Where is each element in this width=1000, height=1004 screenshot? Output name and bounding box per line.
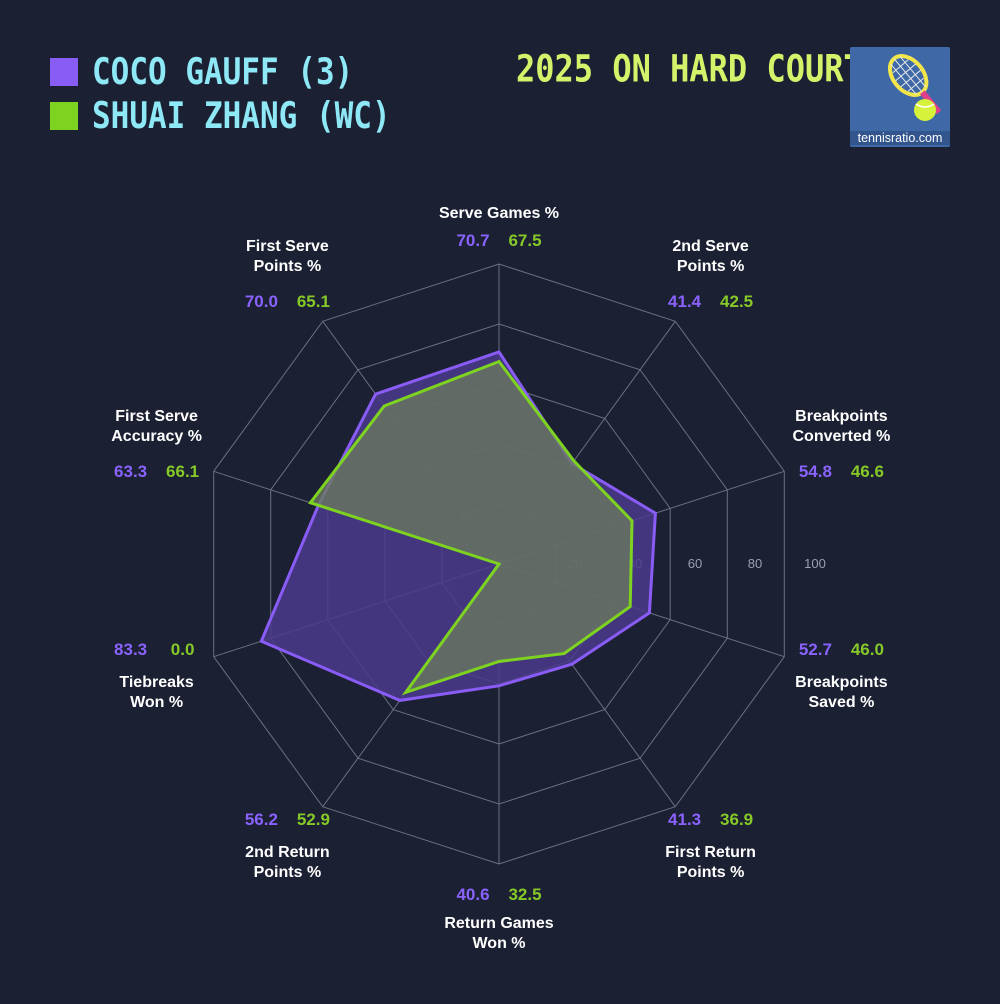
axis-label-1-line-1: Points % [677,258,745,275]
legend-label-zhang: SHUAI ZHANG (WC) [92,94,391,138]
value-label-gauff-1: 41.4 [668,292,702,311]
value-label-gauff-6: 56.2 [245,810,278,829]
value-label-zhang-0: 67.5 [508,231,541,250]
series-area-1 [307,359,634,696]
legend-item-gauff: COCO GAUFF (3) [50,50,391,94]
axis-label-5-line-0: Return Games [444,915,553,932]
axis-label-group-3: Breakpoints Saved % 52.7 46.0 [795,640,888,711]
value-label-gauff-7: 83.3 [114,640,147,659]
axis-label-group-6: 2nd Return Points % 56.2 52.9 [245,810,330,881]
value-label-zhang-7: 0.0 [171,640,195,659]
value-label-zhang-9: 65.1 [297,292,330,311]
axis-label-8-line-1: Accuracy % [111,428,202,445]
value-label-zhang-5: 32.5 [508,885,541,904]
axis-label-7-line-0: Tiebreaks [119,674,194,691]
tennis-racket-ball-icon [850,47,950,147]
legend-item-zhang: SHUAI ZHANG (WC) [50,94,391,138]
legend: COCO GAUFF (3) SHUAI ZHANG (WC) [50,50,391,138]
axis-label-1-line-0: 2nd Serve [672,238,749,255]
legend-swatch-gauff [50,58,78,86]
axis-label-6-line-1: Points % [254,864,322,881]
axis-label-group-2: Breakpoints Converted % 54.8 46.6 [793,408,891,481]
value-label-zhang-1: 42.5 [720,292,753,311]
axis-label-group-7: Tiebreaks Won % 83.3 0.0 [114,640,194,711]
logo-text: tennisratio.com [850,131,950,145]
axis-labels: Serve Games % 70.7 67.5 2nd Serve Points % 41… [111,205,890,952]
value-label-gauff-9: 70.0 [245,292,278,311]
axis-label-2-line-1: Converted % [793,428,891,445]
value-label-zhang-6: 52.9 [297,810,330,829]
value-label-gauff-4: 41.3 [668,810,701,829]
axis-label-3-line-1: Saved % [808,694,874,711]
value-label-zhang-2: 46.6 [851,462,884,481]
axis-label-0-line-0: Serve Games % [439,205,559,222]
axis-label-2-line-0: Breakpoints [795,408,888,425]
axis-label-9-line-0: First Serve [246,238,329,255]
axis-label-3-line-0: Breakpoints [795,674,888,691]
tick-label-60: 60 [688,556,702,571]
axis-label-group-1: 2nd Serve Points % 41.4 42.5 [668,238,753,311]
axis-label-group-4: First Return Points % 41.3 36.9 [665,810,756,881]
value-label-zhang-3: 46.0 [851,640,884,659]
legend-swatch-zhang [50,102,78,130]
axis-label-group-8: First Serve Accuracy % 63.3 66.1 [111,408,202,481]
value-label-gauff-5: 40.6 [456,885,489,904]
axis-label-4-line-1: Points % [677,864,745,881]
value-label-zhang-8: 66.1 [166,462,199,481]
legend-label-gauff: COCO GAUFF (3) [92,50,354,94]
value-label-gauff-8: 63.3 [114,462,147,481]
radar-series [259,350,657,702]
value-label-zhang-4: 36.9 [720,810,753,829]
value-label-gauff-0: 70.7 [456,231,489,250]
value-label-gauff-3: 52.7 [799,640,832,659]
tick-label-100: 100 [804,556,826,571]
axis-label-6-line-0: 2nd Return [245,844,329,861]
tick-label-80: 80 [748,556,762,571]
axis-label-9-line-1: Points % [254,258,322,275]
value-label-gauff-2: 54.8 [799,462,832,481]
axis-label-5-line-1: Won % [472,935,525,952]
axis-label-4-line-0: First Return [665,844,756,861]
tennisratio-logo: tennisratio.com [850,47,950,147]
axis-label-group-9: First Serve Points % 70.0 65.1 [245,238,330,311]
chart-subtitle: 2025 ON HARD COURTS [516,46,883,91]
axis-label-8-line-0: First Serve [115,408,198,425]
axis-label-group-5: Return Games Won % 40.6 32.5 [444,885,553,952]
axis-label-7-line-1: Won % [130,694,183,711]
axis-label-group-0: Serve Games % 70.7 67.5 [439,205,559,250]
